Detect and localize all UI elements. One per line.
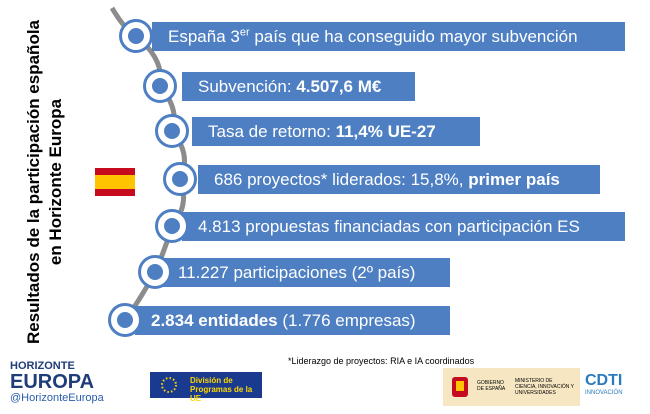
logo-eu: División de Programas de la UE [150, 372, 262, 403]
logo-text: INNOVACIÓN [585, 390, 623, 396]
item-text: Subvención: [198, 77, 297, 96]
item-icon [108, 303, 142, 337]
item-icon [163, 162, 197, 196]
logo-text: GOBIERNO DE ESPAÑA [477, 380, 506, 392]
item-icon [138, 255, 172, 289]
logo-text: MINISTERIO DE CIENCIA, INNOVACIÓN Y UNIV… [515, 378, 574, 396]
item-text: Tasa de retorno: [208, 122, 336, 141]
logo-text: HORIZONTE [10, 360, 75, 372]
item-text: er [239, 26, 250, 39]
logo-text: Programas de la UE [190, 385, 253, 403]
logo-text: @HorizonteEuropa [10, 392, 104, 404]
footnote: *Liderazgo de proyectos: RIA e IA coordi… [288, 356, 475, 366]
item-text: 4.813 propuestas financiadas con partici… [198, 217, 580, 236]
item-icon [143, 69, 177, 103]
item-icon [119, 19, 153, 53]
item-text: 686 proyectos* liderados: 15,8%, [214, 170, 469, 189]
logo-cdti: CDTI INNOVACIÓN [585, 372, 623, 396]
item-text: 11,4% UE-27 [335, 122, 436, 141]
flag [95, 189, 135, 196]
item-bar: 11.227 participaciones (2º país) [162, 258, 450, 287]
item-text: 4.507,6 M€ [296, 77, 382, 96]
item-bar: 686 proyectos* liderados: 15,8%, primer … [198, 165, 600, 194]
item-bar: Subvención: 4.507,6 M€ [182, 72, 415, 101]
flag [95, 168, 135, 175]
item-text: 2.834 entidades [151, 311, 278, 330]
flag [95, 175, 135, 189]
logo-text: División de [190, 376, 233, 385]
title: Resultados de la participación española … [24, 19, 65, 345]
item-bar: España 3er país que ha conseguido mayor … [152, 22, 625, 51]
item-bar: Tasa de retorno: 11,4% UE-27 [192, 117, 480, 146]
item-text: primer país [468, 170, 560, 189]
logo-gobierno: GOBIERNO DE ESPAÑA MINISTERIO DE CIENCIA… [443, 368, 580, 406]
item-icon [155, 209, 189, 243]
item-text: 11.227 participaciones (2º país) [178, 263, 416, 282]
item-bar: 2.834 entidades (1.776 empresas) [135, 306, 450, 335]
logo-text: EUROPA [10, 371, 95, 393]
coat-of-arms [452, 377, 468, 397]
eu-stars [161, 377, 177, 393]
item-text: (1.776 empresas) [277, 311, 416, 330]
logo-horizonte: HORIZONTE EUROPA @HorizonteEuropa [10, 360, 110, 404]
logo-text: CDTI [585, 372, 623, 389]
item-text: país que ha conseguido mayor subvención [249, 27, 578, 46]
item-icon [155, 114, 189, 148]
item-text: España 3 [168, 27, 240, 46]
item-bar: 4.813 propuestas financiadas con partici… [182, 212, 625, 241]
